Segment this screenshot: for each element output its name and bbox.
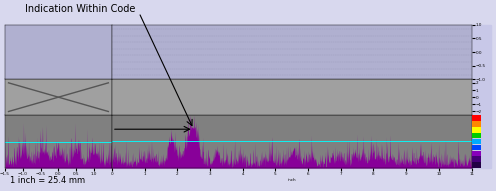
Bar xyxy=(472,127,481,133)
Bar xyxy=(472,156,481,162)
Bar xyxy=(472,145,481,150)
Text: Indication Within Code: Indication Within Code xyxy=(25,4,135,14)
Text: 1 inch = 25.4 mm: 1 inch = 25.4 mm xyxy=(10,176,85,185)
Bar xyxy=(472,151,481,156)
Bar xyxy=(472,121,481,127)
Bar xyxy=(472,115,481,121)
X-axis label: inch: inch xyxy=(288,178,296,182)
Bar xyxy=(472,139,481,144)
Bar xyxy=(472,162,481,168)
Bar xyxy=(472,133,481,138)
